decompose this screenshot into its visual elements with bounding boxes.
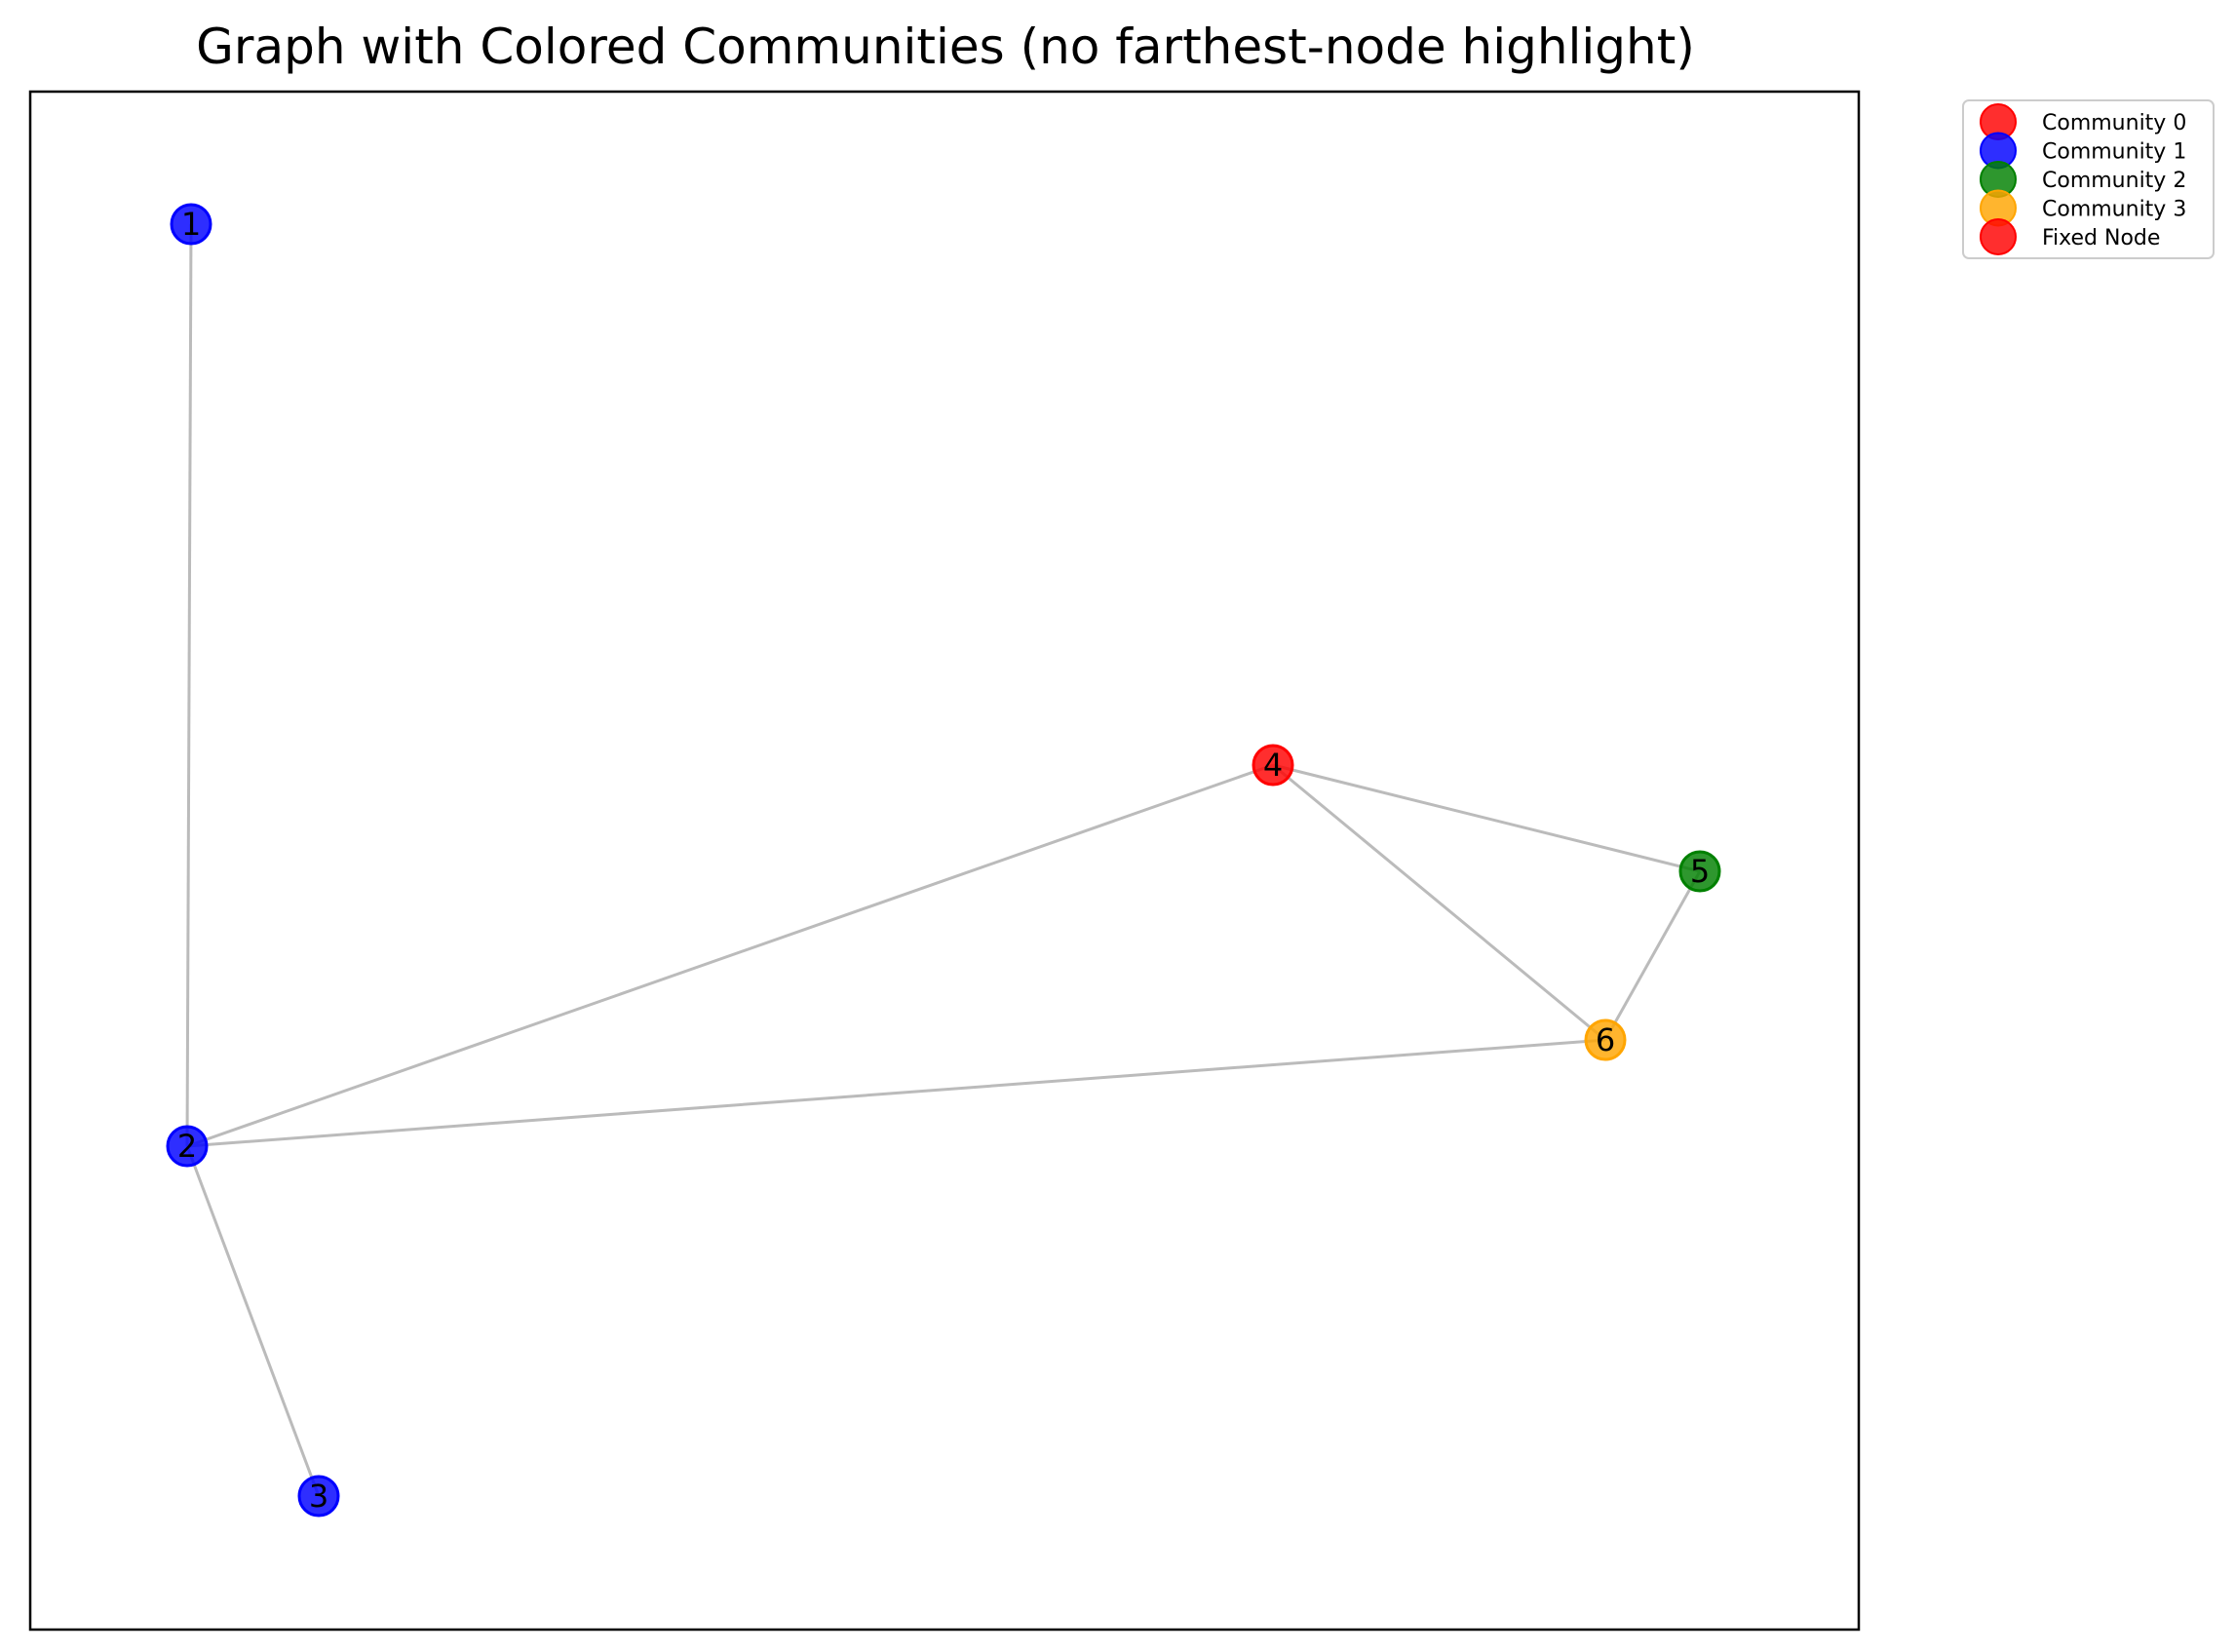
node-circle-4 bbox=[1252, 744, 1294, 787]
node-circle-2 bbox=[166, 1125, 209, 1168]
node-1: 1 bbox=[170, 203, 212, 246]
edge-4-6 bbox=[1272, 763, 1606, 1042]
node-4: 4 bbox=[1252, 744, 1294, 787]
node-label-2: 2 bbox=[177, 1128, 197, 1165]
legend-label-3: Community 3 bbox=[2042, 198, 2186, 222]
legend-label-4: Fixed Node bbox=[2042, 226, 2160, 250]
edge-2-4 bbox=[186, 763, 1274, 1148]
legend-marker-4 bbox=[1980, 218, 2017, 255]
node-3: 3 bbox=[297, 1475, 340, 1518]
edge-1-2 bbox=[185, 223, 193, 1147]
node-circle-3 bbox=[297, 1475, 340, 1518]
chart-title: Graph with Colored Communities (no farth… bbox=[196, 19, 1695, 75]
legend-entry-2: Community 2 bbox=[1980, 161, 2186, 198]
legend-entries: Community 0 Community 1 Community 2 Communi… bbox=[1980, 103, 2186, 255]
legend: Community 0 Community 1 Community 2 Communi… bbox=[1962, 99, 2215, 259]
legend-entry-4: Fixed Node bbox=[1980, 218, 2160, 255]
plot-frame bbox=[28, 90, 1861, 1632]
node-label-6: 6 bbox=[1596, 1021, 1615, 1058]
node-5: 5 bbox=[1678, 850, 1721, 893]
legend-box bbox=[1962, 99, 2215, 259]
edge-4-5 bbox=[1272, 763, 1701, 873]
node-circle-5 bbox=[1678, 850, 1721, 893]
nodes-layer: 1 2 3 4 5 6 bbox=[166, 203, 1721, 1518]
node-circle-1 bbox=[170, 203, 212, 246]
legend-entry-0: Community 0 bbox=[1980, 103, 2186, 140]
legend-label-0: Community 0 bbox=[2042, 111, 2186, 135]
legend-entry-1: Community 1 bbox=[1980, 132, 2186, 170]
legend-label-2: Community 2 bbox=[2042, 169, 2186, 193]
node-label-1: 1 bbox=[181, 206, 201, 243]
node-6: 6 bbox=[1584, 1018, 1627, 1061]
node-circle-6 bbox=[1584, 1018, 1627, 1061]
edge-5-6 bbox=[1603, 870, 1702, 1041]
node-label-5: 5 bbox=[1690, 853, 1710, 890]
legend-entry-3: Community 3 bbox=[1980, 189, 2186, 227]
edge-2-3 bbox=[185, 1145, 321, 1497]
edges-layer bbox=[185, 223, 1702, 1497]
node-label-4: 4 bbox=[1263, 747, 1283, 784]
node-label-3: 3 bbox=[309, 1478, 328, 1515]
legend-label-1: Community 1 bbox=[2042, 140, 2186, 165]
node-2: 2 bbox=[166, 1125, 209, 1168]
edge-2-6 bbox=[186, 1038, 1606, 1148]
